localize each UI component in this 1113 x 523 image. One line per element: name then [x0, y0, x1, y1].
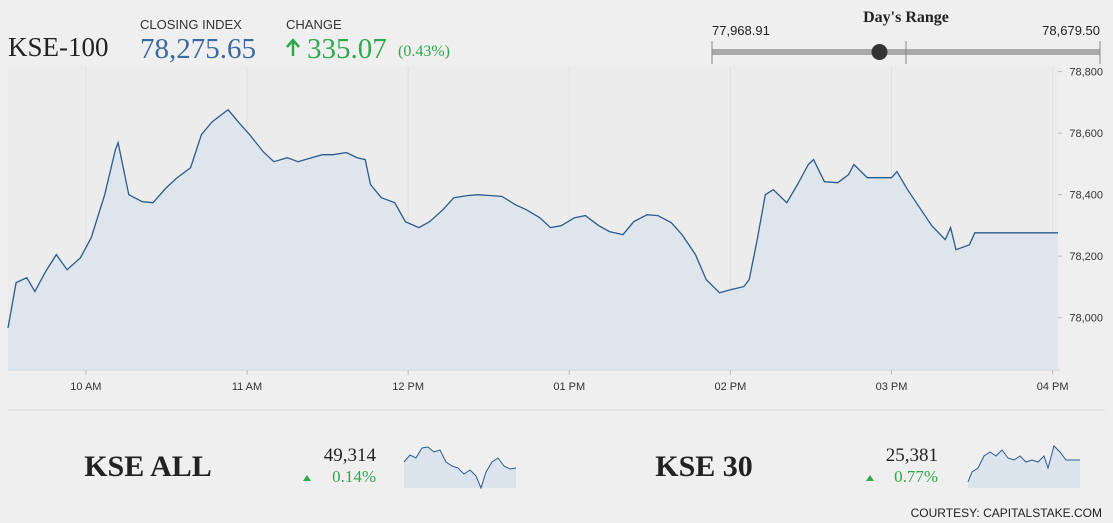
index-value: 49,314 — [324, 445, 377, 466]
range-title: Day's Range — [863, 9, 949, 26]
sparkline — [967, 445, 1080, 483]
up-arrow — [286, 38, 300, 56]
change-value: 335.07 — [307, 33, 387, 65]
footer: COURTESY: CAPITALSTAKE.COM — [911, 506, 1102, 520]
index-name: KSE 30 — [655, 450, 753, 483]
x-tick-label: 01 PM — [553, 381, 585, 393]
index-change: 0.77% — [894, 467, 938, 486]
closing-label: CLOSING INDEX — [140, 17, 242, 32]
line — [7, 108, 1058, 329]
closing-value: 78,275.65 — [140, 33, 256, 65]
index-name: KSE ALL — [84, 450, 212, 483]
y-tick-label: 78,200 — [1069, 251, 1103, 263]
index-change: 0.14% — [332, 467, 376, 486]
range-marker — [871, 44, 888, 60]
y-tick-label: 78,400 — [1069, 190, 1103, 202]
up-triangle — [303, 475, 311, 481]
range-low: 77,968.91 — [712, 23, 770, 38]
up-triangle — [866, 475, 874, 481]
x-tick-label: 02 PM — [714, 381, 746, 393]
sparkline — [403, 446, 517, 490]
symbol: KSE-100 — [8, 32, 109, 62]
x-tick-label: 11 AM — [232, 381, 262, 393]
index-value: 25,381 — [886, 445, 938, 466]
x-tick-label: 12 PM — [392, 381, 424, 393]
range-high: 78,679.50 — [1042, 23, 1100, 38]
y-tick-label: 78,600 — [1069, 128, 1103, 140]
change-label: CHANGE — [286, 17, 342, 32]
y-tick-label: 78,800 — [1069, 67, 1103, 79]
x-tick-label: 04 PM — [1037, 381, 1069, 393]
x-tick-label: 03 PM — [876, 381, 908, 393]
area — [8, 109, 1058, 371]
y-tick-label: 78,000 — [1069, 313, 1103, 325]
sparkline-area — [404, 447, 516, 488]
x-tick-label: 10 AM — [70, 381, 101, 393]
change-percent: (0.43%) — [398, 43, 450, 60]
